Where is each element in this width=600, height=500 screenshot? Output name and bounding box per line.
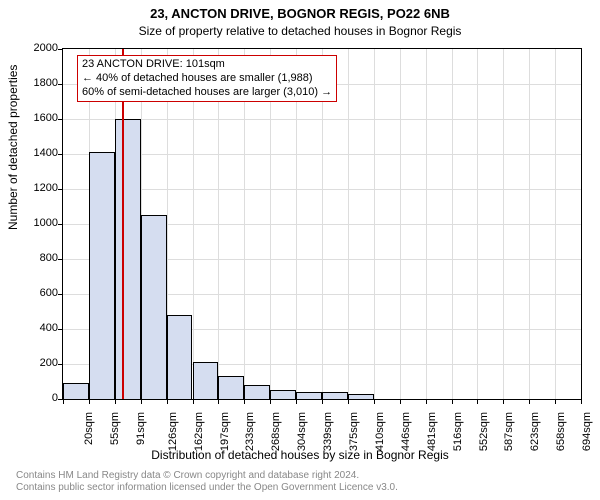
y-tick-label: 400 [18, 322, 58, 334]
x-tick-label: 304sqm [296, 412, 308, 451]
chart-title-main: 23, ANCTON DRIVE, BOGNOR REGIS, PO22 6NB [0, 6, 600, 21]
x-tick-label: 446sqm [400, 412, 412, 451]
x-tick-label: 375sqm [348, 412, 360, 451]
histogram-bar [193, 362, 219, 399]
x-tick-label: 410sqm [374, 412, 386, 451]
y-tick-label: 1800 [18, 77, 58, 89]
histogram-bar [244, 385, 270, 399]
x-tick-label: 481sqm [426, 412, 438, 451]
footer-line-1: Contains HM Land Registry data © Crown c… [16, 470, 398, 482]
chart-title-sub: Size of property relative to detached ho… [0, 24, 600, 38]
x-tick-label: 20sqm [83, 412, 95, 445]
y-tick-label: 1200 [18, 182, 58, 194]
x-tick-label: 658sqm [555, 412, 567, 451]
y-tick-label: 0 [18, 392, 58, 404]
y-tick-label: 2000 [18, 42, 58, 54]
x-tick-label: 623sqm [529, 412, 541, 451]
x-tick-label: 339sqm [322, 412, 334, 451]
y-tick-label: 1400 [18, 147, 58, 159]
x-tick-label: 91sqm [135, 412, 147, 445]
annotation-line2: ← 40% of detached houses are smaller (1,… [82, 72, 332, 86]
histogram-bar [141, 215, 167, 399]
x-tick-label: 197sqm [219, 412, 231, 451]
x-tick-label: 694sqm [581, 412, 593, 451]
y-tick-label: 1600 [18, 112, 58, 124]
x-tick-label: 233sqm [245, 412, 257, 451]
histogram-bar [115, 119, 141, 399]
property-size-histogram: 23, ANCTON DRIVE, BOGNOR REGIS, PO22 6NB… [0, 0, 600, 500]
y-tick-label: 800 [18, 252, 58, 264]
x-tick-label: 552sqm [478, 412, 490, 451]
attribution-footer: Contains HM Land Registry data © Crown c… [16, 470, 398, 494]
histogram-bar [89, 152, 115, 399]
x-tick-label: 268sqm [270, 412, 282, 451]
y-tick-label: 1000 [18, 217, 58, 229]
annotation-line3: 60% of semi-detached houses are larger (… [82, 86, 332, 100]
annotation-line1: 23 ANCTON DRIVE: 101sqm [82, 58, 332, 72]
x-tick-label: 55sqm [109, 412, 121, 445]
y-tick-label: 200 [18, 357, 58, 369]
x-tick-label: 126sqm [167, 412, 179, 451]
histogram-bar [296, 392, 322, 399]
y-tick-label: 600 [18, 287, 58, 299]
histogram-bar [322, 392, 348, 399]
x-tick-label: 587sqm [504, 412, 516, 451]
histogram-bar [348, 394, 374, 399]
histogram-bar [218, 376, 244, 399]
histogram-bar [270, 390, 296, 399]
plot-area: 23 ANCTON DRIVE: 101sqm← 40% of detached… [62, 48, 582, 400]
footer-line-2: Contains public sector information licen… [16, 482, 398, 494]
x-tick-label: 516sqm [452, 412, 464, 451]
annotation-box: 23 ANCTON DRIVE: 101sqm← 40% of detached… [77, 55, 337, 102]
histogram-bar [167, 315, 193, 399]
histogram-bar [63, 383, 89, 399]
x-tick-label: 162sqm [193, 412, 205, 451]
